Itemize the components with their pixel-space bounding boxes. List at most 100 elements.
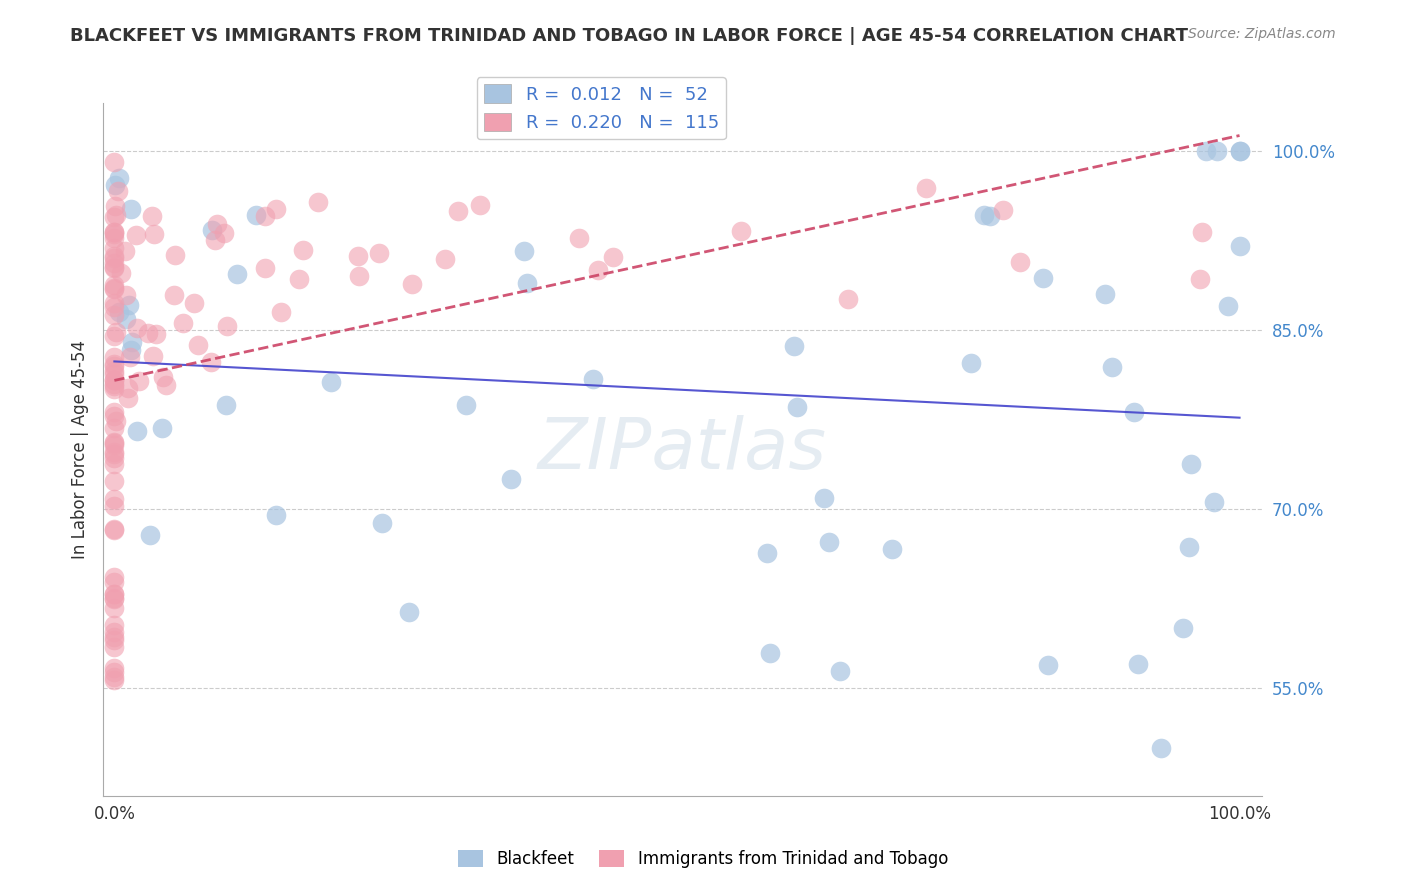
Point [226,268,249,282]
Point [162,287,184,301]
Point [103,225,125,239]
Point [103,357,125,371]
Point [163,248,186,262]
Point [786,400,808,414]
Point [103,405,125,419]
Y-axis label: In Labor Force | Age 45-54: In Labor Force | Age 45-54 [72,340,89,558]
Point [103,359,125,373]
Point [103,251,125,265]
Point [582,372,605,386]
Point [1094,287,1116,301]
Point [1180,457,1202,471]
Point [120,202,142,217]
Point [152,370,174,384]
Point [103,522,125,536]
Point [103,670,125,684]
Point [401,277,423,291]
Point [108,304,131,318]
Point [783,339,806,353]
Point [212,226,235,240]
Point [586,263,609,277]
Point [1189,271,1212,285]
Point [370,516,392,531]
Point [103,586,125,600]
Point [215,398,238,412]
Point [254,209,277,223]
Point [200,355,222,369]
Point [103,523,125,537]
Point [347,250,370,264]
Point [1229,144,1251,158]
Point [103,618,125,632]
Point [1123,405,1146,419]
Point [117,298,139,312]
Point [103,373,125,387]
Point [114,288,136,302]
Point [1202,495,1225,509]
Point [1195,144,1218,158]
Point [103,260,125,275]
Point [103,227,125,242]
Point [105,414,128,428]
Point [568,231,591,245]
Point [108,171,131,186]
Point [103,261,125,276]
Point [915,180,938,194]
Point [103,199,125,213]
Point [830,664,852,678]
Point [1128,657,1150,672]
Point [103,308,125,322]
Point [142,350,165,364]
Point [104,178,127,192]
Point [103,241,125,255]
Point [103,300,125,314]
Point [1101,359,1123,374]
Point [128,374,150,388]
Point [117,381,139,395]
Point [993,202,1015,217]
Point [103,230,125,244]
Point [103,661,125,675]
Point [103,574,125,589]
Point [1173,622,1195,636]
Point [141,210,163,224]
Point [204,233,226,247]
Point [264,202,287,216]
Point [1229,239,1251,253]
Point [818,535,841,549]
Point [1191,226,1213,240]
Point [245,208,267,222]
Point [1206,144,1229,158]
Point [270,305,292,319]
Point [447,204,470,219]
Point [513,244,536,258]
Point [813,491,835,506]
Point [602,250,624,264]
Text: BLACKFEET VS IMMIGRANTS FROM TRINIDAD AND TOBAGO IN LABOR FORCE | AGE 45-54 CORR: BLACKFEET VS IMMIGRANTS FROM TRINIDAD AN… [70,27,1188,45]
Point [114,311,136,326]
Point [155,378,177,392]
Point [291,243,314,257]
Point [127,424,149,438]
Point [321,375,343,389]
Legend: R =  0.012   N =  52, R =  0.220   N =  115: R = 0.012 N = 52, R = 0.220 N = 115 [477,77,725,139]
Point [103,474,125,488]
Point [103,601,125,615]
Point [1036,658,1059,673]
Point [103,591,125,606]
Point [103,225,125,239]
Point [516,276,538,290]
Point [103,282,125,296]
Point [1032,270,1054,285]
Point [145,326,167,341]
Point [1229,144,1251,158]
Point [136,326,159,340]
Point [103,445,125,459]
Point [104,325,127,339]
Point [103,373,125,387]
Point [1218,299,1240,313]
Point [103,421,125,435]
Point [1177,540,1199,554]
Point [107,184,129,198]
Point [468,198,491,212]
